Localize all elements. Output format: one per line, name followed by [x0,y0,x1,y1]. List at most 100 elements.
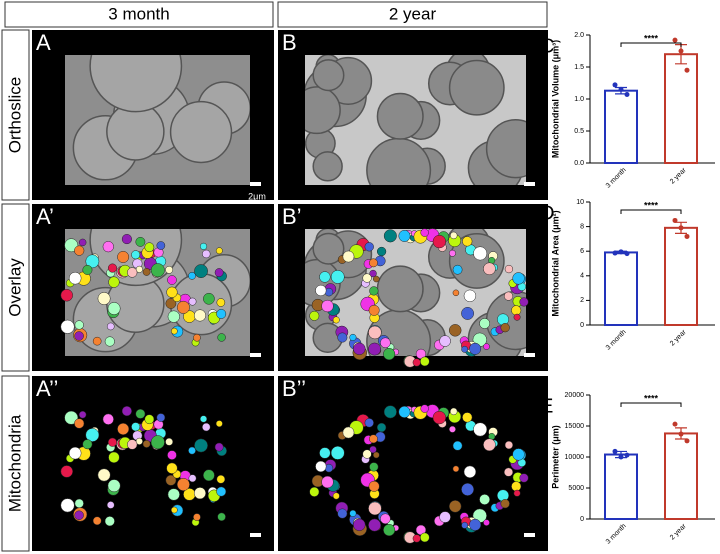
mitochondrion [368,325,382,340]
row-label: Overlay [5,258,24,317]
mitochondrion [107,479,121,493]
mitochondrion [450,231,458,240]
mitochondrion [319,447,331,459]
mitochondrion [511,305,522,316]
bar [664,226,698,326]
mitochondrion [513,489,521,497]
mitochondrion [369,258,378,268]
mitochondrion [461,521,469,529]
em-image [65,55,250,185]
data-point [684,233,690,239]
mitochondrion [150,435,165,450]
mitochondrion [368,501,382,516]
mitochondrion [439,335,451,347]
mitochondrion [383,524,396,537]
mitochondrion [463,289,477,303]
mitochondrion [448,425,456,433]
mitochondrion [369,286,379,296]
mitochondrion [483,519,490,526]
mitochondrion [479,318,491,329]
mitochondrion [349,509,357,517]
x-tick-label: 3 month [605,523,628,546]
data-point [624,92,630,98]
mitochondrion [135,236,146,247]
mitochondrion [121,234,132,245]
mitochondrion [108,276,120,288]
mitochondrion [473,246,488,261]
mitochondrion [193,333,201,342]
mitochondrion [193,513,201,521]
mitochondrion [332,316,340,324]
mitochondrion [193,487,206,500]
bar [604,453,638,520]
mitochondrion [142,268,151,276]
mitochondrion [362,273,372,283]
mitochondrion [383,348,396,361]
mitochondrion [78,410,87,419]
mitochondrion [64,410,79,425]
mitochondrion [463,465,477,479]
scale-bar [524,182,535,186]
mitochondrion [216,298,226,307]
mitochondrion [202,249,211,259]
mitochondrion [504,440,514,450]
mitochondrion [373,275,380,283]
significance-bracket [620,42,682,47]
mitochondrion [202,422,211,432]
mitochondrion [104,516,115,527]
panel-letter: B [282,30,297,55]
column-header-box [277,1,548,28]
significance-label: **** [644,33,659,43]
mitochondrion [368,480,380,492]
mitochondrion [419,356,430,367]
row-label-box [1,29,30,201]
mitochondrion [85,254,100,269]
y-tick-label: 10 [576,199,584,206]
y-axis-label: Perimeter (μm) [550,425,560,489]
mitochondrion [97,468,111,482]
mitochondrion [452,264,463,275]
mitochondrion [170,506,178,514]
mitochondrion [309,310,320,321]
bar [664,432,698,520]
mitochondrion [450,407,458,416]
droplets [72,55,250,181]
micrograph [32,376,274,551]
mitochondrion [74,331,84,341]
mitochondrion [439,511,451,523]
mitochondrion [519,473,529,483]
data-point [678,431,684,437]
mitochondrion [78,238,87,247]
y-tick-label: 1.0 [574,96,584,103]
mitochondrion [452,440,463,451]
significance-label: **** [644,393,659,403]
mitochondrion [342,250,355,263]
mitochondrion [156,413,166,422]
mitochondrion [500,499,510,509]
mitochondrion [519,297,529,307]
mitochondrion [369,445,377,454]
row-label-box [1,375,30,552]
significance-bracket [620,209,682,214]
mitochondrion [74,418,85,429]
mitochondrion [368,518,381,532]
mitochondrion [462,236,473,247]
lipid-droplet [448,59,505,116]
panel-letter: A [36,30,51,55]
panel-letter: E [540,395,553,417]
lipid-droplet [312,151,343,182]
data-point [678,225,684,231]
panel-letter: A’’ [36,376,58,401]
mitochondrion [167,310,180,323]
y-tick-label: 4 [580,273,584,280]
mitochondrion [102,413,114,425]
data-point [612,448,618,454]
mitochondrion [504,264,514,274]
mitochondrion [121,406,132,417]
mitochondrion [82,264,93,275]
mitochondrion [142,440,151,448]
mitochondrion [483,438,496,452]
y-tick-label: 0.0 [574,160,584,167]
scale-bar [250,353,261,357]
